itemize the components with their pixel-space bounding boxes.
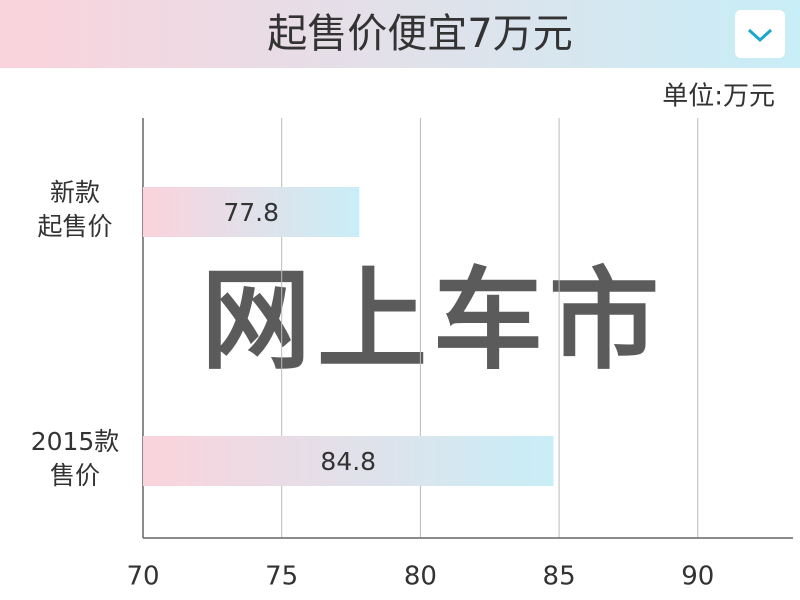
category-label: 2015款 售价 [30, 427, 120, 490]
unit-label: 单位:万元 [662, 82, 775, 112]
x-tick-label: 85 [543, 562, 576, 592]
x-tick-label: 70 [126, 562, 159, 592]
category-label: 新款 起售价 [37, 178, 113, 241]
bar [143, 187, 360, 237]
title-banner [0, 0, 800, 68]
dropdown-button[interactable] [735, 10, 785, 58]
data-label: 77.8 [223, 198, 279, 227]
x-tick-label: 75 [265, 562, 298, 592]
chart-title: 起售价便宜7万元 [267, 11, 572, 57]
x-tick-label: 90 [681, 562, 714, 592]
x-tick-label: 80 [404, 562, 437, 592]
bar [143, 436, 554, 486]
data-label: 84.8 [320, 447, 376, 476]
watermark: 网上车市 [201, 256, 665, 384]
